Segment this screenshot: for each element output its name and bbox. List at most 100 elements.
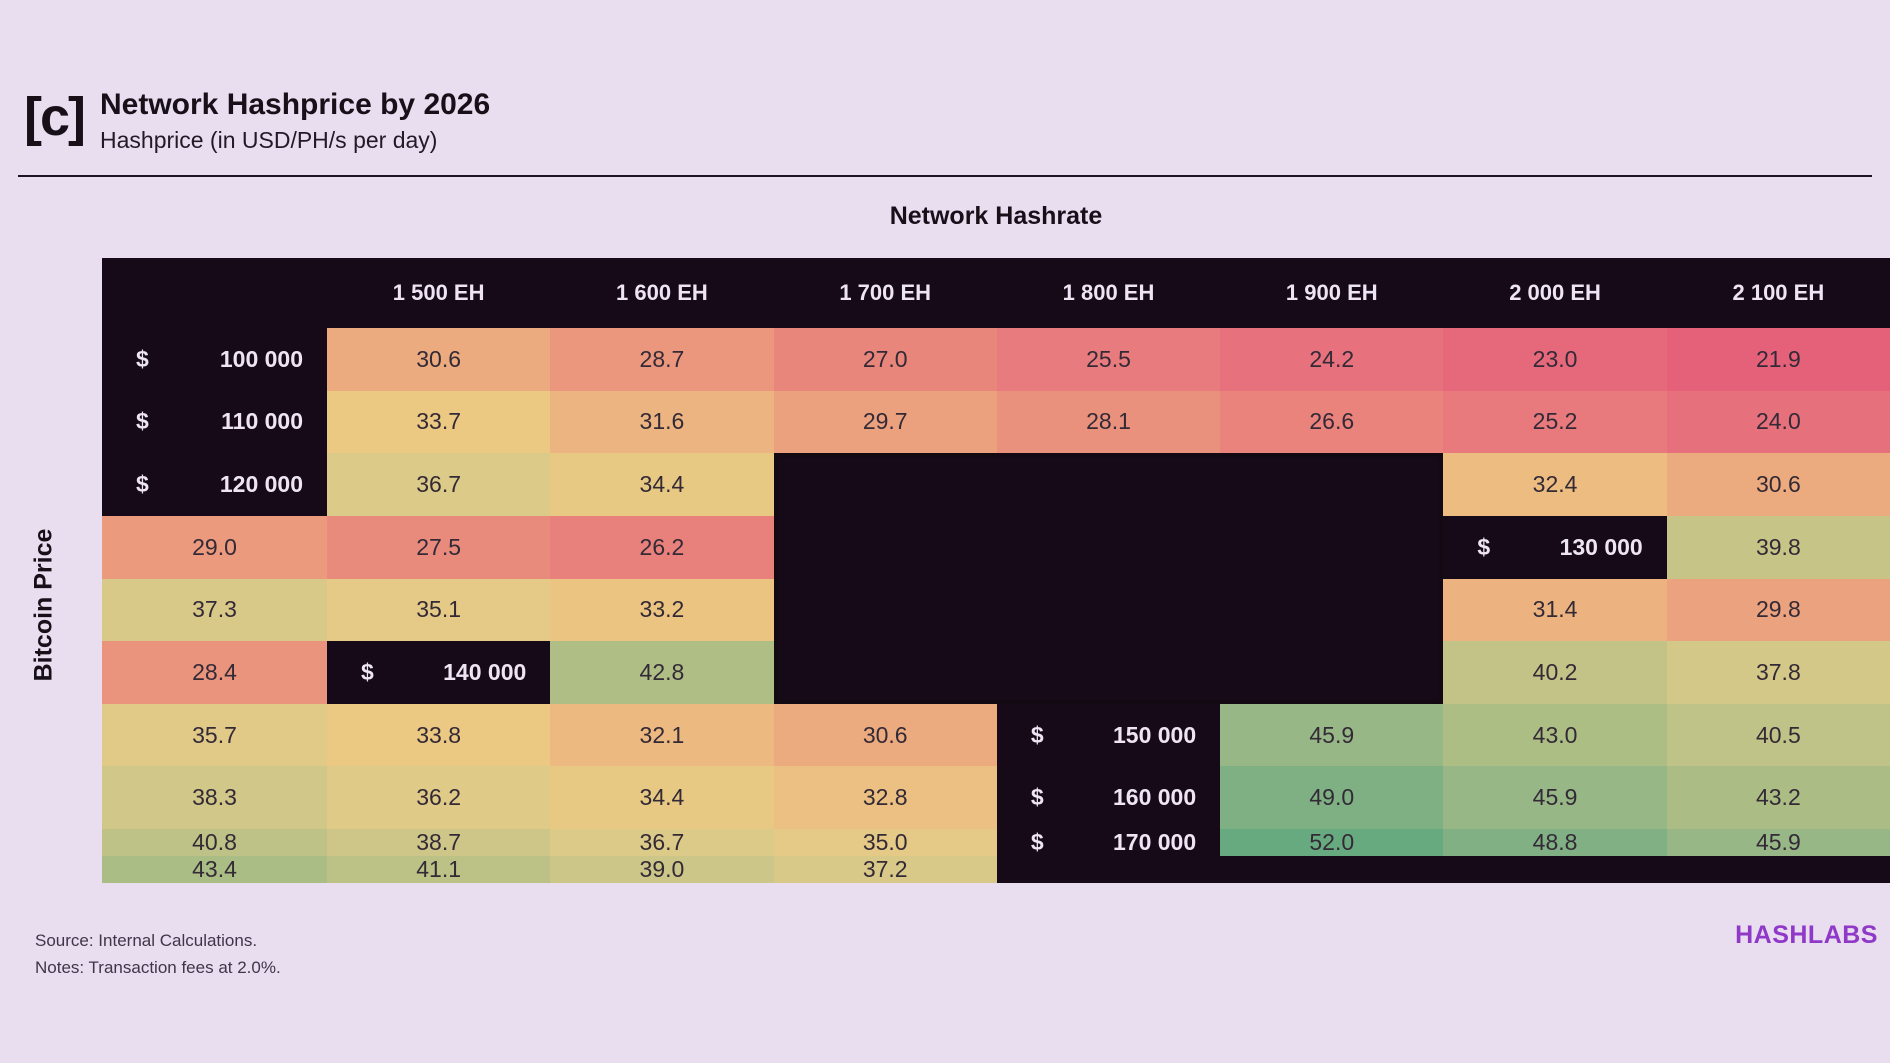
heatmap-cell: 33.7 bbox=[327, 390, 551, 454]
price-value: 140 000 bbox=[443, 658, 527, 685]
heatmap-cell: 21.9 bbox=[1666, 328, 1890, 391]
column-header-1: 1 500 EH bbox=[327, 258, 551, 328]
heatmap-cell: 43.4 bbox=[102, 856, 327, 883]
price-value: 170 000 bbox=[1113, 829, 1197, 855]
heatmap-cell: 41.1 bbox=[327, 856, 551, 883]
y-axis-label: Bitcoin Price bbox=[29, 528, 58, 682]
heatmap-cell: 33.2 bbox=[550, 578, 774, 642]
row-label-6: $150 000 bbox=[996, 703, 1221, 767]
price-value: 130 000 bbox=[1559, 533, 1643, 560]
row-label-3: $120 000 bbox=[102, 453, 327, 516]
heatmap-cell: 30.6 bbox=[773, 703, 997, 767]
heatmap-cell: 49.0 bbox=[1220, 766, 1444, 829]
heatmap-cell: 38.3 bbox=[102, 766, 327, 829]
heatmap-cell: 48.8 bbox=[1443, 829, 1667, 856]
heatmap-cell: 34.4 bbox=[550, 766, 774, 829]
heatmap-cell: 37.3 bbox=[102, 578, 327, 642]
heatmap-cell: 34.4 bbox=[550, 453, 774, 516]
price-value: 100 000 bbox=[219, 345, 303, 372]
heatmap-cell: 39.0 bbox=[550, 856, 774, 883]
heatmap-cell: 40.8 bbox=[102, 829, 327, 856]
heatmap-cell: 42.8 bbox=[550, 641, 774, 704]
footer-notes: Source: Internal Calculations. Notes: Tr… bbox=[35, 927, 281, 981]
heatmap-cell: 29.7 bbox=[773, 390, 997, 454]
x-axis-label: Network Hashrate bbox=[889, 202, 1103, 230]
heatmap-cell: 40.5 bbox=[1666, 703, 1890, 767]
row-label-4: $130 000 bbox=[1443, 515, 1667, 579]
heatmap-cell: 24.2 bbox=[1220, 328, 1444, 391]
heatmap-cell: 37.2 bbox=[773, 856, 997, 883]
heatmap-cell: 31.6 bbox=[550, 390, 774, 454]
heatmap-cell: 30.6 bbox=[1666, 453, 1890, 516]
heatmap-cell: 27.0 bbox=[773, 328, 997, 391]
price-value: 110 000 bbox=[221, 408, 303, 435]
heatmap-cell: 28.7 bbox=[550, 328, 774, 391]
heatmap-cell: 39.8 bbox=[1666, 515, 1890, 579]
currency-symbol: $ bbox=[136, 408, 149, 435]
currency-symbol: $ bbox=[1477, 533, 1491, 560]
heatmap-cell: 45.9 bbox=[1666, 829, 1890, 856]
heatmap-cell: 38.7 bbox=[327, 829, 551, 856]
heatmap-cell: 45.9 bbox=[1443, 766, 1667, 829]
column-header-7: 2 100 EH bbox=[1666, 258, 1890, 328]
currency-symbol: $ bbox=[136, 471, 149, 498]
heatmap-cell: 52.0 bbox=[1220, 829, 1444, 856]
column-header-2: 1 600 EH bbox=[550, 258, 774, 328]
heatmap-cell: 23.0 bbox=[1443, 328, 1667, 391]
hashprice-heatmap-table: 1 500 EH 1 600 EH 1 700 EH 1 800 EH 1 900 EH… bbox=[102, 258, 1890, 883]
heatmap-cell: 35.1 bbox=[327, 578, 551, 642]
heatmap-cell: 28.4 bbox=[102, 641, 327, 704]
currency-symbol: $ bbox=[1030, 721, 1044, 748]
table-corner-cell bbox=[102, 258, 327, 328]
currency-symbol: $ bbox=[1030, 784, 1044, 811]
column-header-4: 1 800 EH bbox=[996, 258, 1221, 328]
row-label-7: $160 000 bbox=[996, 766, 1221, 829]
fees-note: Notes: Transaction fees at 2.0%. bbox=[35, 958, 281, 977]
column-header-6: 2 000 EH bbox=[1443, 258, 1667, 328]
price-value: 160 000 bbox=[1113, 784, 1197, 811]
row-label-8: $170 000 bbox=[996, 829, 1221, 856]
heatmap-cell: 43.0 bbox=[1443, 703, 1667, 767]
page-subtitle: Hashprice (in USD/PH/s per day) bbox=[100, 127, 438, 153]
heatmap-cell: 29.0 bbox=[102, 515, 327, 579]
page-title: Network Hashprice by 2026 bbox=[100, 88, 491, 121]
column-header-5: 1 900 EH bbox=[1220, 258, 1444, 328]
currency-symbol: $ bbox=[136, 345, 149, 372]
heatmap-cell: 35.7 bbox=[102, 703, 327, 767]
heatmap-cell: 35.0 bbox=[773, 829, 997, 856]
heatmap-cell: 26.2 bbox=[550, 515, 774, 579]
heatmap-cell: 27.5 bbox=[327, 515, 551, 579]
heatmap-cell: 31.4 bbox=[1443, 578, 1667, 642]
heatmap-cell: 33.8 bbox=[327, 703, 551, 767]
heatmap-cell: 29.8 bbox=[1666, 578, 1890, 642]
heatmap-cell: 32.8 bbox=[773, 766, 997, 829]
hashlabs-logo: HASHLABS bbox=[1735, 921, 1878, 949]
heatmap-cell: 36.7 bbox=[550, 829, 774, 856]
row-label-2: $110 000 bbox=[102, 390, 327, 454]
heatmap-cell: 40.2 bbox=[1443, 641, 1667, 704]
heatmap-cell: 36.2 bbox=[327, 766, 551, 829]
column-header-3: 1 700 EH bbox=[773, 258, 997, 328]
heatmap-cell: 28.1 bbox=[996, 390, 1221, 454]
heatmap-cell: 32.1 bbox=[550, 703, 774, 767]
heatmap-cell: 26.6 bbox=[1220, 390, 1444, 454]
price-value: 120 000 bbox=[219, 471, 303, 498]
currency-symbol: $ bbox=[1030, 829, 1044, 855]
heatmap-cell: 30.6 bbox=[327, 328, 551, 391]
chart-logo-mark: [c] bbox=[24, 87, 86, 147]
price-value: 150 000 bbox=[1113, 721, 1197, 748]
heatmap-cell: 43.2 bbox=[1666, 766, 1890, 829]
heatmap-cell: 37.8 bbox=[1666, 641, 1890, 704]
header-divider bbox=[18, 175, 1872, 177]
source-note: Source: Internal Calculations. bbox=[35, 931, 258, 950]
heatmap-cell: 36.7 bbox=[327, 453, 551, 516]
heatmap-cell: 25.5 bbox=[996, 328, 1221, 391]
heatmap-cell: 32.4 bbox=[1443, 453, 1667, 516]
highlight-selection-box bbox=[773, 453, 1444, 704]
heatmap-cell: 24.0 bbox=[1666, 390, 1890, 454]
heatmap-cell: 25.2 bbox=[1443, 390, 1667, 454]
row-label-1: $100 000 bbox=[102, 328, 327, 391]
heatmap-cell: 45.9 bbox=[1220, 703, 1444, 767]
row-label-5: $140 000 bbox=[327, 641, 551, 704]
